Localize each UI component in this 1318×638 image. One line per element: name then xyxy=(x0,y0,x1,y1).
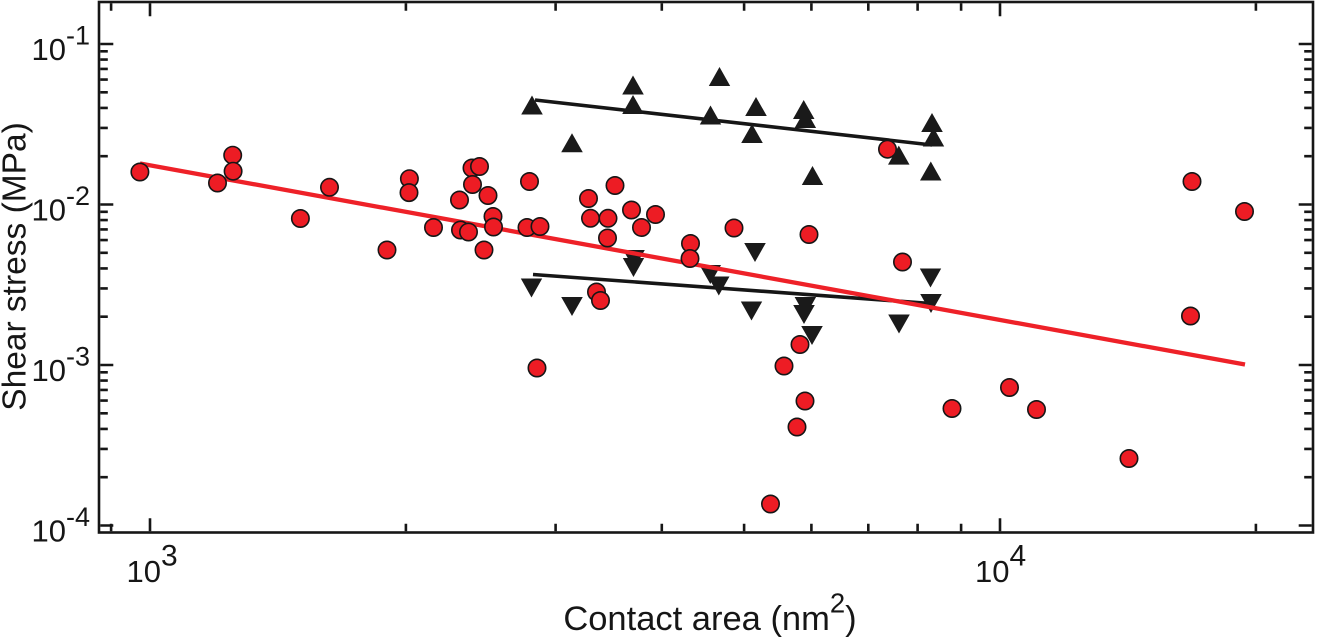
svg-text:Shear stress (MPa): Shear stress (MPa) xyxy=(0,122,34,411)
